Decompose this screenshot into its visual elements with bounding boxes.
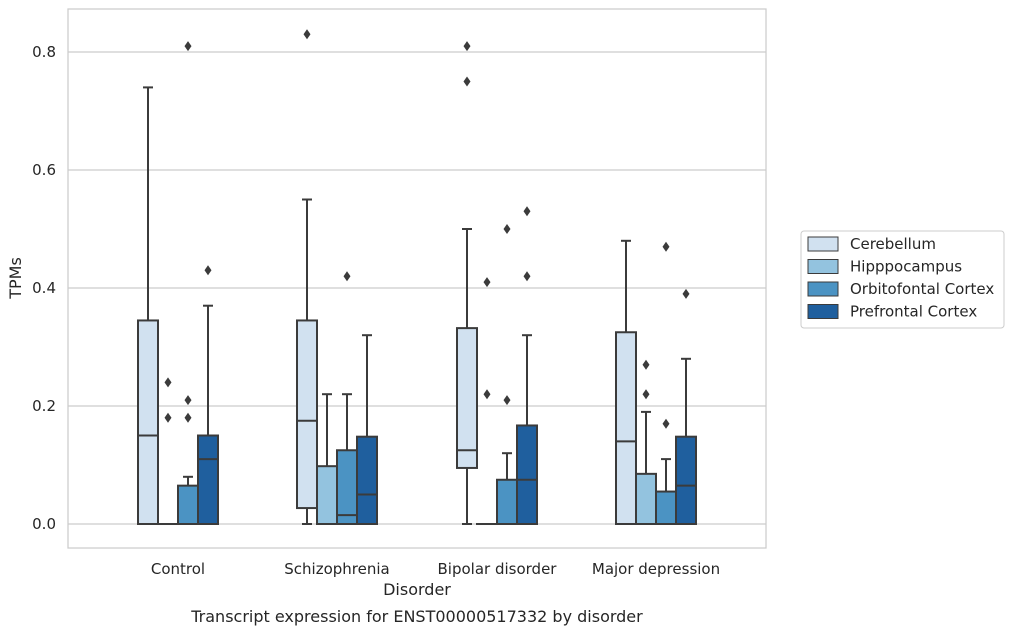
box bbox=[456, 327, 478, 469]
box-group bbox=[615, 239, 637, 525]
y-axis-title: TPMs bbox=[6, 257, 25, 300]
outlier-point bbox=[184, 395, 192, 406]
box-group bbox=[356, 334, 378, 525]
outlier-point bbox=[662, 241, 670, 252]
series-orbitofontal-cortex bbox=[177, 41, 677, 525]
box bbox=[615, 331, 637, 525]
y-tick-label: 0.0 bbox=[32, 515, 56, 533]
series-prefrontal-cortex bbox=[197, 206, 697, 525]
box bbox=[336, 449, 358, 525]
x-tick-label: Control bbox=[151, 560, 205, 578]
series-hipppocampus bbox=[157, 277, 657, 526]
legend: Cerebellum Hipppocampus Orbitofontal Corte… bbox=[800, 230, 1005, 329]
outlier-point bbox=[303, 29, 311, 40]
legend-frame bbox=[800, 230, 1005, 329]
box-group bbox=[516, 206, 538, 525]
outlier-point bbox=[164, 412, 172, 423]
box-group bbox=[635, 359, 657, 526]
outlier-point bbox=[503, 224, 511, 234]
outlier-point bbox=[503, 395, 511, 406]
legend-label: Prefrontal Cortex bbox=[850, 303, 977, 321]
outlier-point bbox=[523, 206, 531, 217]
legend-label: Cerebellum bbox=[850, 235, 936, 253]
box-group bbox=[675, 288, 697, 525]
outlier-point bbox=[343, 271, 351, 282]
x-tick-label: Bipolar disorder bbox=[438, 560, 558, 578]
box-group bbox=[316, 393, 338, 525]
box bbox=[516, 424, 538, 525]
box bbox=[137, 319, 159, 526]
legend-label: Orbitofontal Cortex bbox=[850, 280, 994, 298]
box bbox=[177, 484, 199, 525]
box-group bbox=[157, 377, 179, 526]
x-axis-title: Disorder bbox=[383, 580, 451, 599]
legend-swatch bbox=[807, 304, 839, 319]
x-tick-labels: Control Schizophrenia Bipolar disorder Majo… bbox=[151, 560, 720, 578]
outlier-point bbox=[463, 41, 471, 52]
outlier-point bbox=[184, 412, 192, 423]
box bbox=[316, 465, 338, 525]
box-group bbox=[296, 29, 318, 525]
outlier-point bbox=[662, 418, 670, 429]
chart-caption: Transcript expression for ENST0000051733… bbox=[190, 607, 643, 626]
outlier-point bbox=[483, 389, 491, 400]
box bbox=[197, 434, 219, 525]
box-group bbox=[476, 277, 498, 526]
legend-label: Hipppocampus bbox=[850, 258, 962, 276]
outlier-point bbox=[523, 271, 531, 282]
box-series bbox=[137, 29, 697, 526]
plot-frame bbox=[67, 8, 767, 549]
box bbox=[296, 319, 318, 510]
box bbox=[356, 435, 378, 525]
legend-swatch bbox=[807, 236, 839, 252]
outlier-point bbox=[642, 359, 650, 370]
outlier-point bbox=[483, 277, 491, 288]
y-tick-labels: 0.0 0.2 0.4 0.6 0.8 bbox=[32, 43, 56, 533]
box-group bbox=[456, 41, 478, 525]
y-tick-label: 0.4 bbox=[32, 279, 56, 297]
x-tick-label: Schizophrenia bbox=[284, 560, 389, 578]
outlier-point bbox=[164, 377, 172, 388]
box bbox=[635, 472, 657, 526]
legend-swatch bbox=[807, 259, 839, 274]
box-group bbox=[177, 41, 199, 525]
box bbox=[496, 478, 518, 525]
box-group bbox=[336, 271, 358, 525]
grid-lines bbox=[68, 51, 766, 525]
outlier-point bbox=[463, 76, 471, 87]
y-tick-label: 0.6 bbox=[32, 161, 56, 179]
box bbox=[655, 490, 677, 525]
outlier-point bbox=[642, 389, 650, 400]
legend-swatch bbox=[807, 281, 839, 297]
outlier-point bbox=[184, 41, 192, 52]
outlier-point bbox=[204, 265, 212, 276]
outlier-point bbox=[682, 288, 690, 299]
box-group bbox=[197, 265, 219, 525]
x-tick-label: Major depression bbox=[592, 560, 720, 578]
box-group bbox=[655, 241, 677, 525]
box bbox=[675, 435, 697, 525]
box-group bbox=[137, 86, 159, 526]
y-tick-label: 0.2 bbox=[32, 397, 56, 415]
series-cerebellum bbox=[137, 29, 637, 526]
box-group bbox=[496, 224, 518, 525]
y-tick-label: 0.8 bbox=[32, 43, 56, 61]
